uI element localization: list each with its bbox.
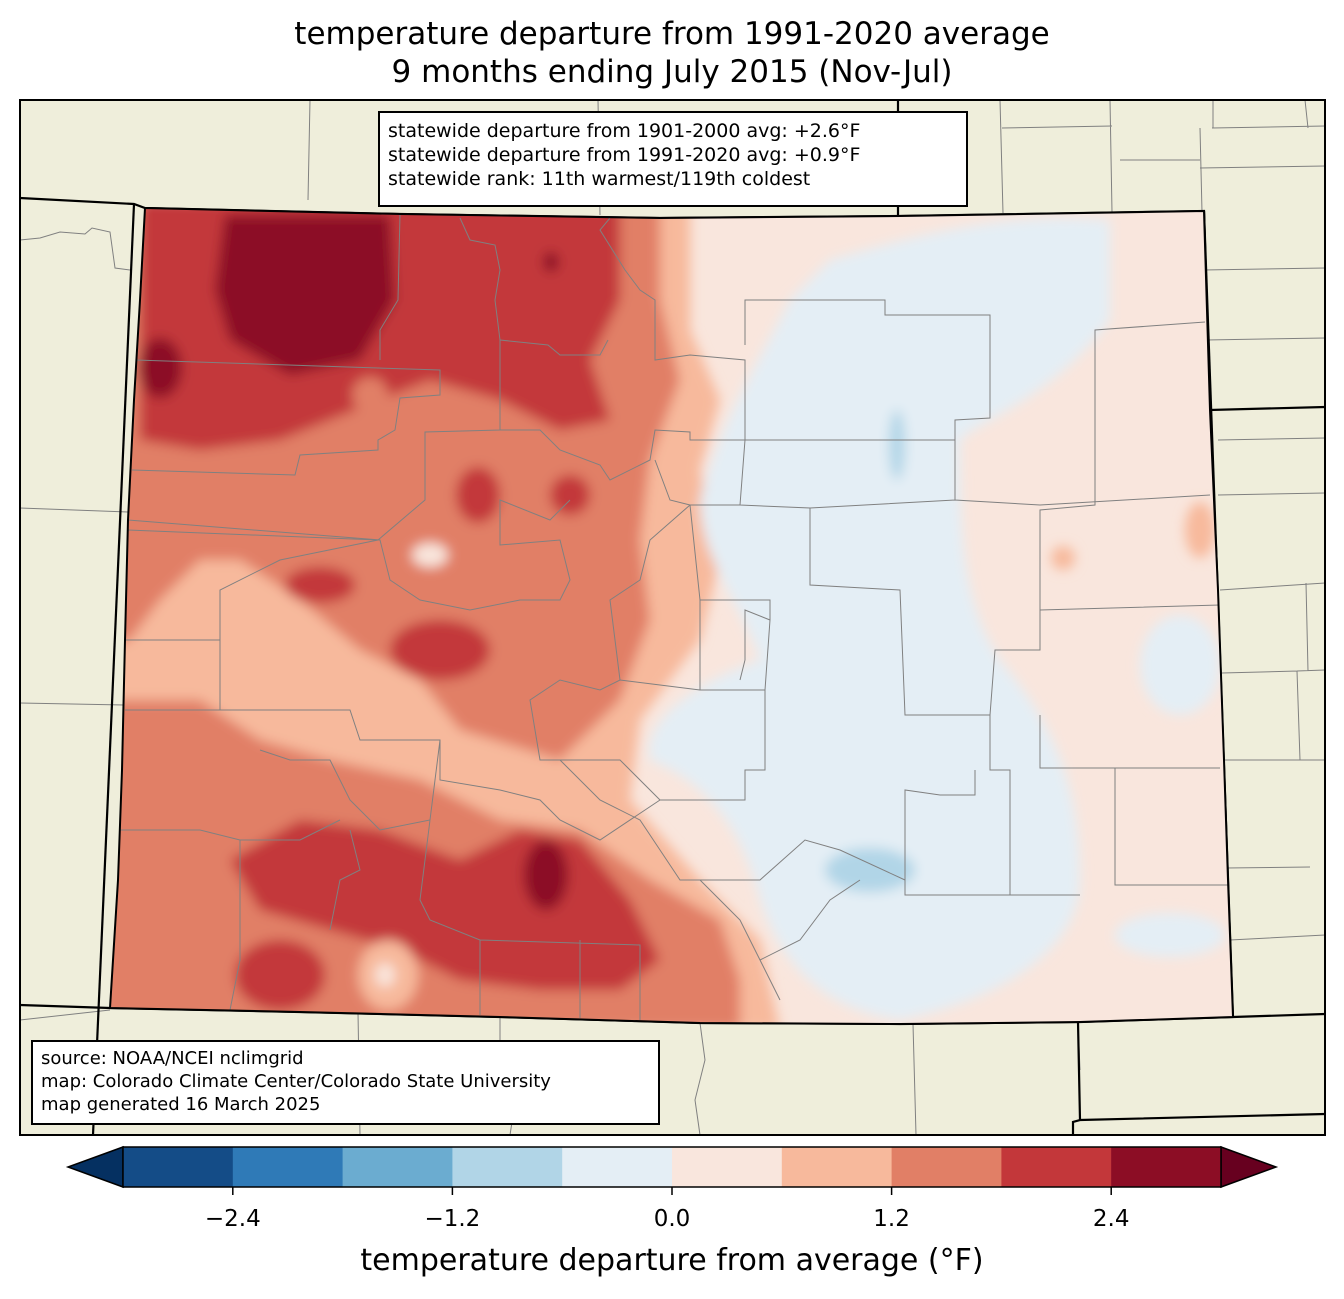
colorbar-bin: [672, 1147, 783, 1187]
colorbar-bin: [1001, 1147, 1112, 1187]
colorbar-under-extension: [65, 1145, 124, 1189]
temperature-field: [110, 208, 1233, 1024]
source-line: source: NOAA/NCEI nclimgrid: [41, 1048, 304, 1069]
map-title-line2: 9 months ending July 2015 (Nov-Jul): [391, 54, 953, 90]
map-title-line1: temperature departure from 1991-2020 ave…: [294, 16, 1050, 52]
colorbar-tick-label: −1.2: [424, 1206, 481, 1232]
colorbar: [65, 1145, 1279, 1195]
source-box: source: NOAA/NCEI nclimgrid map: Colorad…: [31, 1040, 660, 1125]
colorbar-bin: [232, 1147, 344, 1187]
colorbar-tick-label: 0.0: [653, 1206, 691, 1232]
colorbar-bin: [562, 1147, 673, 1187]
colorbar-bin: [452, 1147, 563, 1187]
stats-line-1991-2020: statewide departure from 1991-2020 avg: …: [388, 144, 861, 166]
county-lines: [120, 213, 1230, 1020]
colorbar-bin: [781, 1147, 893, 1187]
colorbar-bin: [891, 1147, 1002, 1187]
stats-line-1901-2000: statewide departure from 1901-2000 avg: …: [388, 120, 861, 142]
stats-line-rank: statewide rank: 11th warmest/119th colde…: [388, 168, 811, 190]
colorbar-label: temperature departure from average (°F): [360, 1243, 984, 1278]
map-frame-border: [19, 99, 1326, 1136]
colorbar-bin: [1111, 1147, 1222, 1187]
colorbar-tick-label: 2.4: [1092, 1206, 1130, 1232]
map-credit-line: map: Colorado Climate Center/Colorado St…: [41, 1071, 551, 1092]
generated-date-line: map generated 16 March 2025: [41, 1094, 321, 1115]
colorbar-tick-label: −2.4: [204, 1206, 261, 1232]
colorbar-bin: [123, 1147, 234, 1187]
colorbar-tick-label: 1.2: [873, 1206, 910, 1232]
statewide-stats-box: statewide departure from 1901-2000 avg: …: [378, 111, 968, 207]
colorbar-bin: [342, 1147, 453, 1187]
colorbar-over-extension: [1220, 1145, 1279, 1189]
colorado-outline: [108, 206, 1235, 1026]
